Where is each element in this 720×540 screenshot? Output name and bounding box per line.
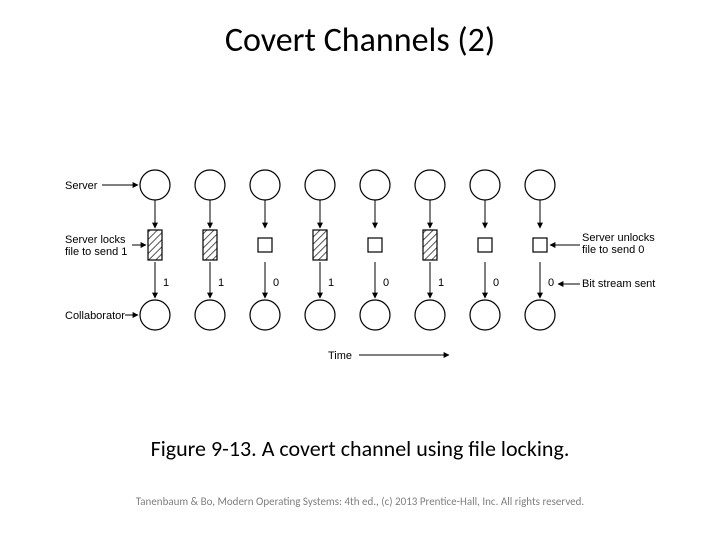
label-collaborator: Collaborator (65, 310, 125, 322)
server-node (360, 170, 390, 200)
label-bit-stream: Bit stream sent (582, 278, 655, 290)
bit-value: 0 (273, 277, 279, 289)
file-locked (203, 230, 217, 260)
server-node (140, 170, 170, 200)
collaborator-node (250, 300, 280, 330)
bit-value: 1 (163, 277, 169, 289)
copyright-footer: Tanenbaum & Bo, Modern Operating Systems… (0, 495, 720, 508)
collaborator-node (305, 300, 335, 330)
bit-value: 0 (493, 277, 499, 289)
collaborator-node (360, 300, 390, 330)
label-server-unlocks-1: Server unlocks (582, 232, 655, 244)
server-node (415, 170, 445, 200)
bit-value: 0 (383, 277, 389, 289)
slide-title: Covert Channels (2) (0, 20, 720, 61)
server-node (470, 170, 500, 200)
bit-value: 1 (438, 277, 444, 289)
bit-value: 1 (218, 277, 224, 289)
server-node (525, 170, 555, 200)
label-server-locks-1: Server locks (65, 234, 126, 246)
collaborator-node (470, 300, 500, 330)
file-locked (148, 230, 162, 260)
server-node (250, 170, 280, 200)
bit-value: 1 (328, 277, 334, 289)
diagram-covert-channel: Server Server locksfile to send 1 Collabor… (60, 150, 660, 380)
file-unlocked (478, 238, 492, 252)
server-node (305, 170, 335, 200)
file-unlocked (258, 238, 272, 252)
file-unlocked (533, 238, 547, 252)
label-server: Server (65, 180, 98, 192)
file-locked (423, 230, 437, 260)
label-server-unlocks-2: file to send 0 (582, 244, 644, 256)
collaborator-node (140, 300, 170, 330)
label-server-locks-2: file to send 1 (65, 246, 127, 258)
label-time: Time (328, 350, 352, 362)
collaborator-node (415, 300, 445, 330)
collaborator-node (525, 300, 555, 330)
server-node (195, 170, 225, 200)
bit-value: 0 (548, 277, 554, 289)
figure-caption: Figure 9-13. A covert channel using file… (0, 435, 720, 462)
file-locked (313, 230, 327, 260)
collaborator-node (195, 300, 225, 330)
file-unlocked (368, 238, 382, 252)
